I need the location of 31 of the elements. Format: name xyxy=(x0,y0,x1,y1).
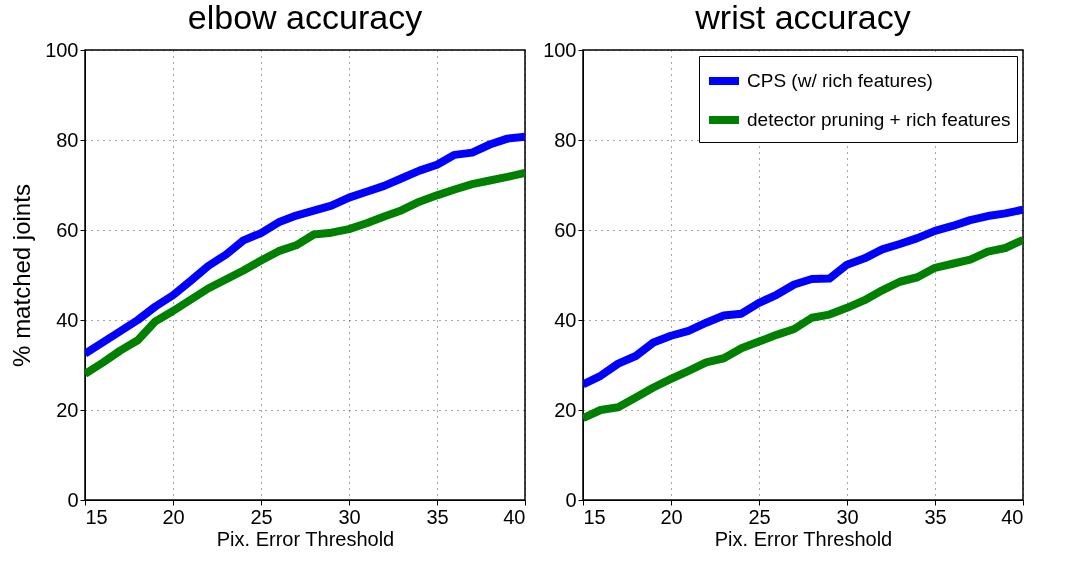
x-axis-title: Pix. Error Threshold xyxy=(714,527,893,550)
y-tick-label: 80 xyxy=(56,128,79,151)
x-tick-label: 20 xyxy=(162,505,185,528)
y-tick-label: 80 xyxy=(554,128,577,151)
x-axis-title: Pix. Error Threshold xyxy=(216,527,395,550)
chart-title: elbow accuracy xyxy=(187,0,423,36)
y-tick-label: 100 xyxy=(543,38,577,61)
y-tick-label: 0 xyxy=(565,488,577,511)
x-tick-label: 25 xyxy=(748,505,771,528)
y-axis-title: % matched joints xyxy=(8,184,36,367)
x-tick-label: 35 xyxy=(426,505,449,528)
y-tick-label: 60 xyxy=(56,218,79,241)
chart-title: wrist accuracy xyxy=(694,0,911,36)
legend-label: detector pruning + rich features xyxy=(747,109,1011,130)
y-tick-label: 0 xyxy=(67,488,79,511)
y-tick-label: 100 xyxy=(45,38,79,61)
x-tick-label: 15 xyxy=(85,505,108,528)
x-tick-label: 30 xyxy=(338,505,361,528)
x-tick-label: 35 xyxy=(924,505,947,528)
x-tick-label: 30 xyxy=(836,505,859,528)
y-tick-label: 40 xyxy=(554,308,577,331)
x-tick-label: 20 xyxy=(660,505,683,528)
y-tick-label: 20 xyxy=(56,398,79,421)
x-tick-label: 25 xyxy=(250,505,273,528)
x-tick-label: 15 xyxy=(583,505,606,528)
y-tick-label: 20 xyxy=(554,398,577,421)
legend-label: CPS (w/ rich features) xyxy=(747,70,933,91)
x-tick-label: 40 xyxy=(503,505,526,528)
y-tick-label: 60 xyxy=(554,218,577,241)
y-tick-label: 40 xyxy=(56,308,79,331)
x-tick-label: 40 xyxy=(1001,505,1024,528)
